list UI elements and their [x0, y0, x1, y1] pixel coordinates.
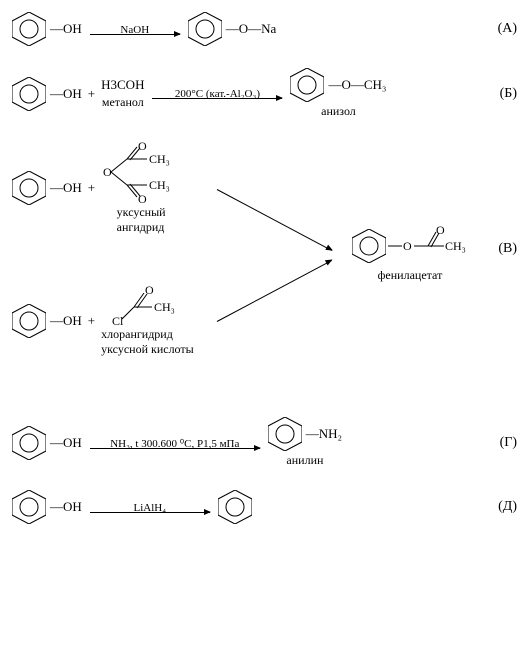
- substituent: OH: [63, 180, 82, 196]
- svg-text:CH₃: CH₃: [445, 239, 466, 253]
- anisole: — O—CH₃ анизол: [290, 68, 386, 119]
- substituent: O—Na: [239, 21, 277, 37]
- benzene-icon: [218, 490, 252, 524]
- label: фенилацетат: [378, 268, 443, 283]
- substituent: NH₂: [319, 426, 342, 442]
- benzene-icon: [12, 304, 46, 338]
- benzene-icon: [12, 426, 46, 460]
- product: — O—Na: [188, 12, 277, 46]
- label: уксусный ангидрид: [117, 205, 166, 235]
- substituent: OH: [63, 313, 82, 329]
- aniline: — NH₂ анилин: [268, 417, 342, 468]
- benzene-icon: [12, 171, 46, 205]
- phenol-reactant: — OH: [12, 304, 82, 338]
- svg-text:O: O: [103, 165, 112, 179]
- formula: H3COH: [101, 77, 144, 93]
- substituent: OH: [63, 499, 82, 515]
- acetate-group: O O CH₃: [388, 226, 468, 266]
- reaction-V: — OH + O O O CH₃ CH₃: [12, 141, 519, 391]
- svg-text:CH₃: CH₃: [154, 300, 175, 314]
- acetic-anhydride: O O O CH₃ CH₃ уксусный ангидрид: [101, 141, 181, 235]
- arrow: NaOH: [90, 24, 180, 35]
- label: метанол: [102, 95, 144, 110]
- reaction-A: — OH NaOH — O—Na (А): [12, 12, 519, 46]
- plus-sign: +: [88, 86, 95, 102]
- reaction-letter: (Д): [498, 499, 517, 515]
- phenyl-acetate: O O CH₃ фенилацетат: [352, 226, 468, 283]
- svg-text:O: O: [403, 239, 412, 253]
- phenol-reactant: — OH: [12, 490, 82, 524]
- substituent: OH: [63, 86, 82, 102]
- benzene-icon: [188, 12, 222, 46]
- phenol-reactant: — OH: [12, 426, 82, 460]
- benzene-icon: [12, 77, 46, 111]
- svg-text:O: O: [436, 226, 445, 237]
- benzene-icon: [12, 12, 46, 46]
- substituent: OH: [63, 21, 82, 37]
- reaction-letter: (В): [498, 241, 517, 257]
- reaction-B: — OH + H3COH метанол 200°C (кат.-Al₂O₃) …: [12, 68, 519, 119]
- label: анизол: [321, 104, 356, 119]
- reaction-D: — OH LiAlH₄ (Д): [12, 490, 519, 524]
- benzene-icon: [12, 490, 46, 524]
- label: хлорангидрид уксусной кислоты: [101, 327, 194, 357]
- benzene-icon: [268, 417, 302, 451]
- plus-sign: +: [88, 180, 95, 196]
- methanol: H3COH метанол: [101, 77, 144, 110]
- svg-text:O: O: [138, 192, 147, 203]
- acyl-chloride-structure: O Cl CH₃: [112, 285, 182, 325]
- svg-text:O: O: [138, 141, 147, 153]
- arrow: NH₃, t 300.600 ⁰C, P1,5 мПа: [90, 437, 260, 449]
- phenol-reactant: — OH: [12, 77, 82, 111]
- label: анилин: [286, 453, 323, 468]
- svg-text:CH₃: CH₃: [149, 152, 170, 166]
- arrow: 200°C (кат.-Al₂O₃): [152, 88, 282, 99]
- substituent: O—CH₃: [341, 77, 386, 93]
- svg-text:Cl: Cl: [112, 314, 124, 325]
- phenol-reactant: — OH: [12, 171, 82, 205]
- plus-sign: +: [88, 313, 95, 329]
- svg-text:O: O: [145, 285, 154, 297]
- benzene-product: [218, 490, 252, 524]
- phenol-reactant: — OH: [12, 12, 82, 46]
- arrow: LiAlH₄: [90, 502, 210, 513]
- acetyl-chloride: O Cl CH₃ хлорангидрид уксусной кислоты: [101, 285, 194, 357]
- svg-text:CH₃: CH₃: [149, 178, 170, 192]
- reaction-G: — OH NH₃, t 300.600 ⁰C, P1,5 мПа — NH₂ а…: [12, 417, 519, 468]
- reaction-letter: (Г): [500, 435, 517, 451]
- route-anhydride: — OH + O O O CH₃ CH₃: [12, 141, 519, 235]
- reaction-letter: (А): [498, 21, 517, 37]
- anhydride-structure: O O O CH₃ CH₃: [101, 141, 181, 203]
- benzene-icon: [290, 68, 324, 102]
- reaction-letter: (Б): [500, 86, 517, 102]
- benzene-icon: [352, 229, 386, 263]
- substituent: OH: [63, 435, 82, 451]
